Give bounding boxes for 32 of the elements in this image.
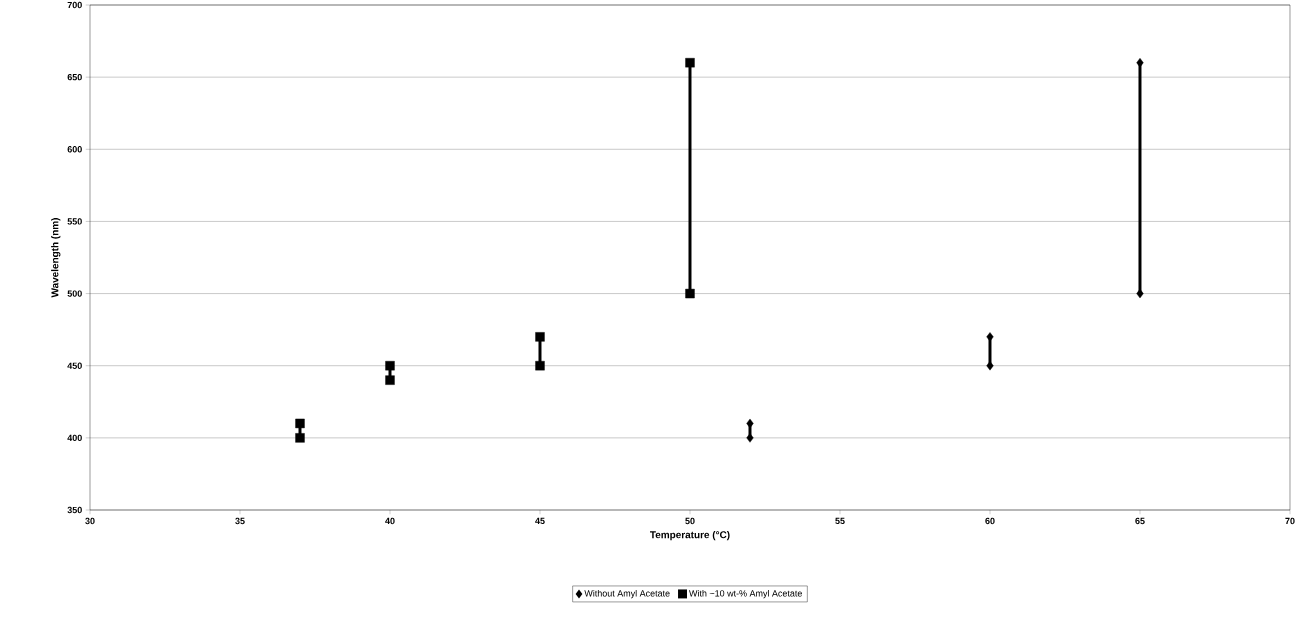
x-tick-label: 70	[1285, 517, 1295, 525]
point	[385, 375, 395, 385]
point	[986, 361, 994, 371]
y-tick-label: 350	[67, 506, 82, 514]
x-tick-label: 30	[85, 517, 95, 525]
point	[746, 433, 754, 443]
x-tick-label: 65	[1135, 517, 1145, 525]
point	[385, 361, 395, 371]
x-tick-label: 35	[235, 517, 245, 525]
y-axis-title: Wavelength (nm)	[51, 218, 61, 298]
legend-label: Without Amyl Acetate	[584, 589, 670, 599]
y-tick-label: 450	[67, 362, 82, 369]
y-tick-label: 550	[67, 218, 82, 225]
x-tick-label: 50	[685, 517, 695, 525]
legend-label: With ~10 wt-% Amyl Acetate	[689, 589, 802, 599]
x-axis-title: Temperature (°C)	[650, 530, 730, 541]
y-tick-label: 400	[67, 434, 82, 442]
point	[295, 418, 305, 429]
point	[295, 433, 305, 443]
point	[535, 361, 545, 371]
x-tick-label: 60	[985, 517, 995, 525]
y-tick-label: 700	[67, 1, 82, 9]
point	[685, 58, 695, 68]
x-tick-label: 45	[535, 517, 545, 525]
x-tick-label: 40	[385, 517, 395, 525]
x-tick-label: 55	[835, 517, 845, 525]
point	[986, 332, 994, 342]
point	[535, 332, 545, 342]
y-tick-label: 500	[67, 290, 82, 297]
point	[685, 288, 695, 299]
y-tick-label: 650	[67, 73, 82, 81]
y-tick-label: 600	[67, 146, 82, 153]
